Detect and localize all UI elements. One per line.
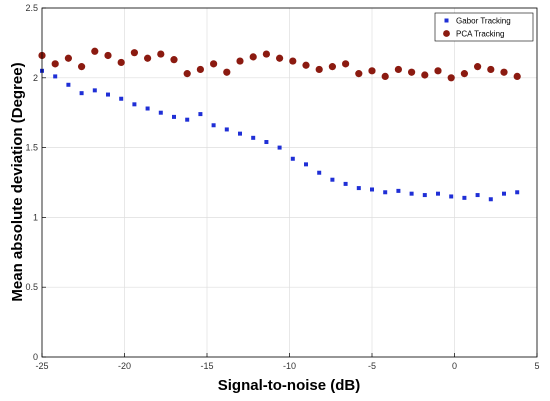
gabor-point <box>370 187 374 192</box>
pca-point <box>276 54 284 62</box>
x-tick-label: -15 <box>200 361 213 371</box>
pca-point <box>78 63 86 71</box>
legend-box <box>434 12 534 42</box>
pca-point <box>210 60 218 68</box>
x-tick-label: -20 <box>118 361 131 371</box>
gabor-point <box>198 112 203 117</box>
series-layer <box>38 47 521 202</box>
pca-point <box>130 49 138 57</box>
gabor-point <box>172 114 176 119</box>
pca-point <box>342 60 350 68</box>
pca-point <box>64 54 72 62</box>
gabor-point <box>343 181 348 186</box>
x-tick-label: -25 <box>35 361 48 371</box>
gabor-point <box>396 188 401 193</box>
pca-point <box>249 53 257 61</box>
gabor-point <box>502 191 506 196</box>
gabor-point <box>515 190 520 195</box>
pca-point <box>223 68 231 76</box>
gabor-point <box>422 193 427 198</box>
x-tick-label: -10 <box>283 361 296 371</box>
y-tick-label: 1 <box>33 212 38 222</box>
y-tick-label: 0.5 <box>25 282 38 292</box>
gabor-point <box>317 170 322 175</box>
gabor-point <box>290 156 295 161</box>
pca-point <box>434 67 442 75</box>
pca-point <box>262 50 270 58</box>
legend-marker-gabor <box>444 18 449 23</box>
gabor-point <box>251 135 256 140</box>
gabor-point <box>119 96 124 101</box>
gabor-point <box>132 102 137 107</box>
gabor-point <box>79 91 84 96</box>
pca-point <box>460 70 468 78</box>
pca-point <box>421 71 429 79</box>
gabor-point <box>53 74 58 79</box>
gabor-point <box>66 82 71 87</box>
gabor-point <box>475 193 480 198</box>
pca-point <box>183 70 191 78</box>
pca-point <box>144 54 152 62</box>
gabor-point <box>356 186 361 191</box>
legend-label-gabor: Gabor Tracking <box>456 17 511 26</box>
pca-point <box>157 50 165 58</box>
y-axis-title: Mean absolute deviation (Degree) <box>9 62 26 301</box>
y-tick-label: 2 <box>33 73 38 83</box>
ticks: -25 -20 -15 -10 -5 0 5 0 0.5 1 1.5 2 2.5 <box>25 3 539 371</box>
pca-point <box>355 70 363 78</box>
pca-point <box>170 56 178 64</box>
x-tick-label: 5 <box>534 361 539 371</box>
pca-point <box>117 58 125 67</box>
pca-point <box>487 65 495 74</box>
gabor-point <box>304 162 308 167</box>
y-tick-label: 1.5 <box>25 143 38 153</box>
gabor-point <box>330 177 335 182</box>
pca-point <box>381 72 389 81</box>
gabor-point <box>145 106 150 111</box>
pca-point <box>394 65 402 74</box>
pca-point <box>368 67 376 75</box>
gabor-point <box>106 92 110 97</box>
pca-point <box>474 63 482 71</box>
gabor-point <box>449 194 454 199</box>
x-tick-label: -5 <box>368 361 376 371</box>
gabor-point <box>185 117 190 122</box>
x-tick-label: 0 <box>452 361 457 371</box>
pca-point <box>328 63 336 71</box>
pca-point <box>196 65 204 74</box>
pca-point <box>513 72 521 81</box>
gabor-point <box>488 197 493 202</box>
pca-point <box>315 65 323 74</box>
legend-marker-pca <box>443 30 450 37</box>
series-gabor <box>40 68 520 202</box>
x-axis-title: Signal-to-noise (dB) <box>218 377 361 394</box>
gabor-point <box>211 123 216 128</box>
gabor-point <box>383 190 388 195</box>
pca-point <box>51 60 59 68</box>
pca-point <box>447 74 455 82</box>
pca-point <box>289 57 297 65</box>
gabor-point <box>92 88 97 93</box>
legend-label-pca: PCA Tracking <box>456 30 504 39</box>
gabor-point <box>264 140 269 145</box>
gabor-point <box>436 191 440 196</box>
series-pca <box>38 47 521 82</box>
y-tick-label: 2.5 <box>25 3 38 13</box>
legend: Gabor Tracking PCA Tracking <box>434 12 534 42</box>
gabor-point <box>158 110 163 115</box>
gabor-point <box>277 145 282 150</box>
pca-point <box>104 51 112 60</box>
gabor-point <box>238 131 242 136</box>
gabor-point <box>224 127 229 132</box>
pca-point <box>236 57 244 65</box>
pca-point <box>408 68 416 76</box>
y-tick-label: 0 <box>33 352 38 362</box>
pca-point <box>91 47 99 55</box>
gabor-point <box>462 195 467 200</box>
pca-point <box>302 61 310 69</box>
gabor-point <box>409 191 414 196</box>
pca-point <box>500 68 508 76</box>
